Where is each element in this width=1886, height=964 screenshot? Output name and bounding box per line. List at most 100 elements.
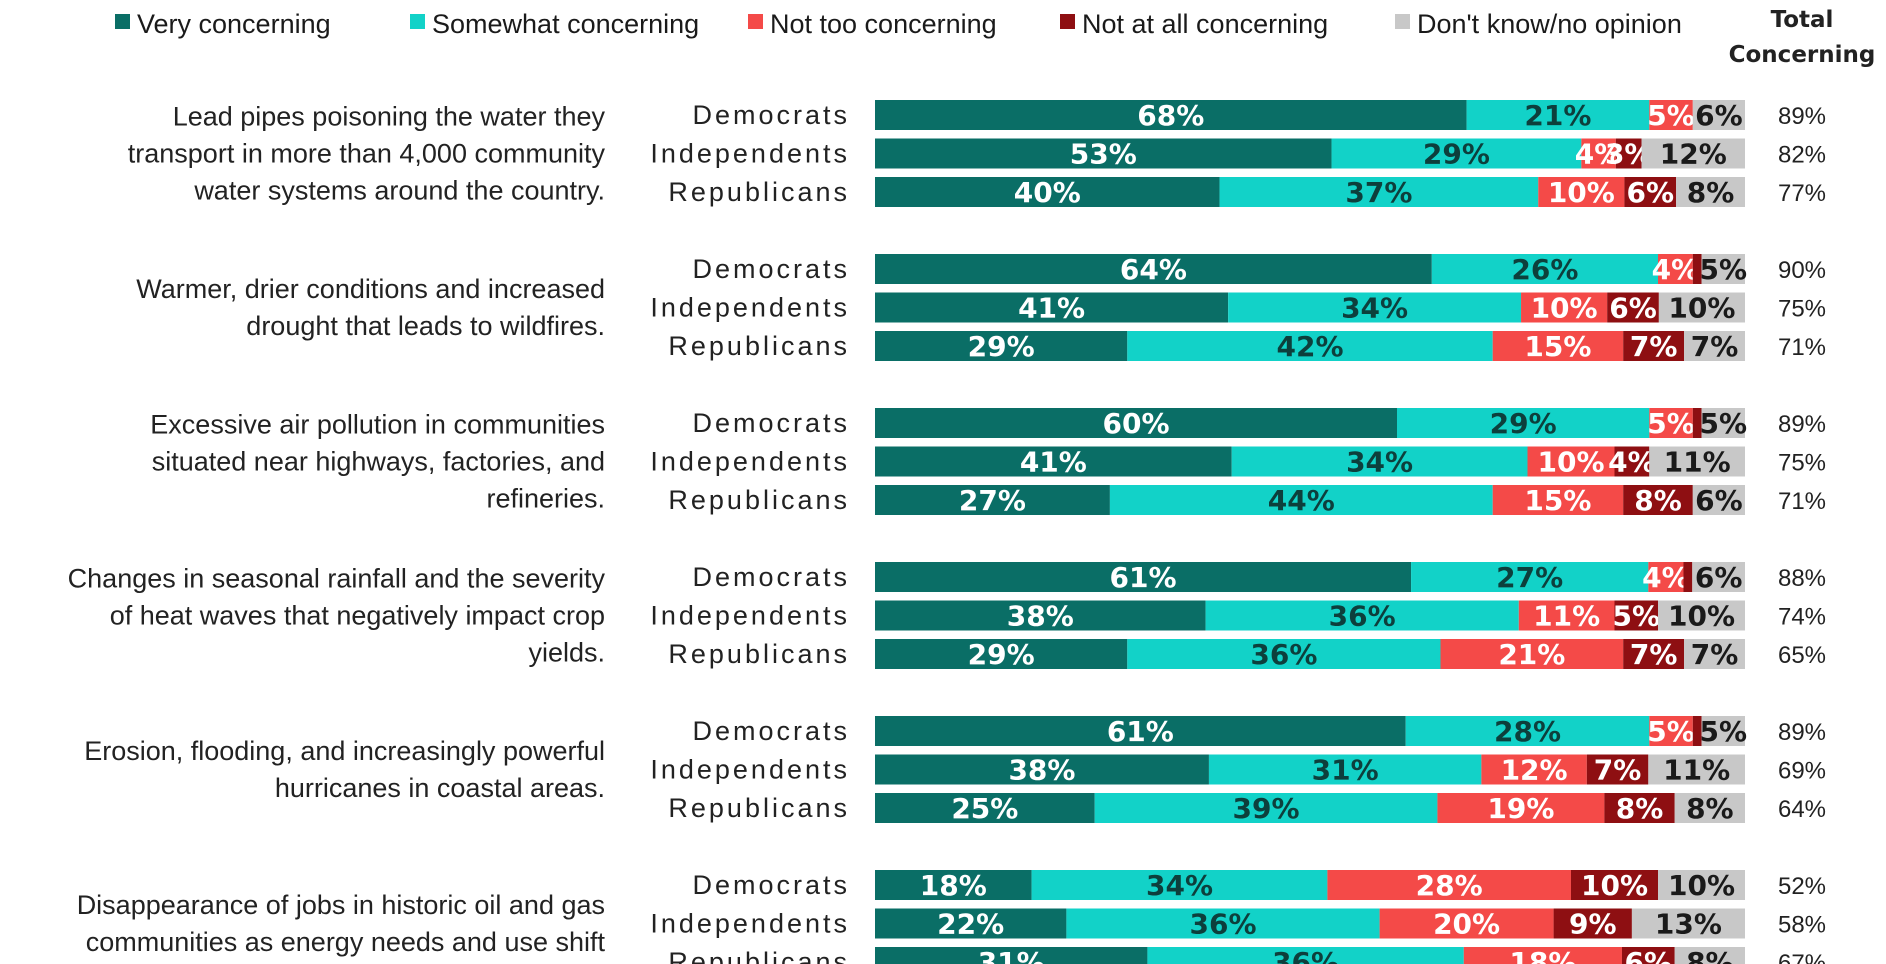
question-label: Warmer, drier conditions and increased — [136, 274, 605, 304]
bar-row: Republicans 31% 36% 18% 6% 8% 67% — [668, 946, 1826, 964]
bar-row: Independents 22% 36% 20% 9% 13% 58% — [650, 908, 1826, 941]
data-label: 34% — [1341, 292, 1408, 325]
question-label: transport in more than 4,000 community — [128, 139, 606, 169]
data-label: 36% — [1250, 638, 1317, 671]
legend-swatch — [1060, 14, 1075, 29]
total-concerning-value: 75% — [1778, 296, 1826, 323]
bar-segment — [1607, 292, 1659, 323]
bar-segment — [875, 408, 1397, 438]
question-group: Erosion, flooding, and increasingly powe… — [84, 715, 1826, 825]
bar-segment — [1205, 600, 1519, 631]
bar-segment — [1411, 562, 1649, 592]
question-label: water systems around the country. — [193, 176, 605, 206]
bar-segment — [1331, 138, 1582, 169]
data-label: 34% — [1346, 446, 1413, 479]
bar-segment — [1641, 138, 1745, 169]
total-concerning-value: 64% — [1778, 796, 1826, 823]
data-label: 18% — [1509, 946, 1576, 964]
bar-segment — [1571, 870, 1658, 900]
data-label: 8% — [1634, 484, 1682, 517]
data-label: 5% — [1699, 407, 1747, 440]
bar-segment — [1692, 254, 1702, 284]
data-label: 60% — [1102, 407, 1169, 440]
question-group: Changes in seasonal rainfall and the sev… — [68, 561, 1826, 671]
bar-row: Independents 38% 36% 11% 5% 10% 74% — [650, 600, 1826, 633]
bar-segment — [1684, 639, 1745, 669]
question-label: situated near highways, factories, and — [152, 447, 605, 477]
total-concerning-value: 71% — [1778, 334, 1826, 361]
bar-segment — [1692, 100, 1745, 130]
party-label: Democrats — [692, 408, 850, 438]
bar-segment — [1466, 100, 1650, 130]
party-label: Republicans — [668, 793, 850, 823]
bar-row: Independents 38% 31% 12% 7% 11% 69% — [650, 754, 1826, 787]
bar-segment — [1518, 600, 1615, 631]
total-concerning-value: 90% — [1778, 257, 1826, 284]
bar-segment — [1649, 408, 1693, 438]
party-label: Democrats — [692, 716, 850, 746]
legend-label: Not too concerning — [770, 9, 997, 39]
bar-segment — [1604, 793, 1675, 823]
question-group: Excessive air pollution in communities si… — [150, 407, 1826, 517]
data-label: 39% — [1233, 792, 1300, 825]
data-label: 21% — [1524, 99, 1591, 132]
data-label: 10% — [1581, 869, 1648, 902]
data-label: 4% — [1608, 446, 1656, 479]
bar-segment — [1692, 716, 1702, 746]
legend-label: Somewhat concerning — [432, 9, 699, 39]
data-label: 15% — [1524, 484, 1591, 517]
data-label: 29% — [968, 330, 1035, 363]
bar-segment — [1692, 408, 1702, 438]
bar-segment — [1631, 908, 1745, 939]
bar-segment — [1586, 754, 1649, 785]
bar-segment — [1440, 639, 1624, 669]
total-concerning-value: 74% — [1778, 604, 1826, 631]
bar-row: Independents 41% 34% 10% 6% 10% 75% — [650, 292, 1826, 325]
data-label: 5% — [1699, 253, 1747, 286]
total-concerning-value: 75% — [1778, 450, 1826, 477]
bar-segment — [1581, 138, 1616, 169]
party-label: Republicans — [668, 177, 850, 207]
question-group: Lead pipes poisoning the water they trans… — [128, 99, 1826, 209]
legend-swatch — [1395, 14, 1410, 29]
bar-segment — [1614, 600, 1658, 631]
bar-segment — [1649, 716, 1693, 746]
data-label: 6% — [1625, 946, 1673, 964]
data-label: 15% — [1524, 330, 1591, 363]
bar-segment — [1674, 947, 1745, 964]
legend-item: Very concerning — [115, 9, 331, 39]
data-label: 36% — [1189, 908, 1256, 941]
bar-segment — [1379, 908, 1554, 939]
data-label: 8% — [1687, 176, 1735, 209]
bar-segment — [875, 100, 1467, 130]
bar-segment — [1621, 947, 1675, 964]
legend-item: Not too concerning — [748, 9, 997, 39]
bar-row: Republicans 29% 42% 15% 7% 7% 71% — [668, 330, 1826, 363]
data-label: 6% — [1695, 484, 1743, 517]
bar-row: Independents 41% 34% 10% 4% 11% 75% — [650, 446, 1826, 479]
party-label: Republicans — [668, 331, 850, 361]
data-label: 6% — [1695, 99, 1743, 132]
data-label: 8% — [1686, 792, 1734, 825]
data-label: 68% — [1137, 99, 1204, 132]
total-concerning-value: 52% — [1778, 873, 1826, 900]
bar-segment — [1553, 908, 1632, 939]
bar-segment — [1066, 908, 1380, 939]
data-label: 61% — [1110, 561, 1177, 594]
bar-row: Independents 53% 29% 4%3% 12% 82% — [650, 138, 1826, 171]
bar-segment — [1527, 446, 1615, 477]
data-label: 31% — [1312, 754, 1379, 787]
bar-segment — [1492, 331, 1624, 361]
data-label: 38% — [1007, 600, 1074, 633]
data-label: 10% — [1668, 869, 1735, 902]
bar-segment — [1094, 793, 1438, 823]
bar-segment — [1674, 793, 1745, 823]
total-header-line1: Total — [1771, 7, 1834, 33]
party-label: Democrats — [692, 254, 850, 284]
data-label: 10% — [1548, 176, 1615, 209]
bar-segment — [1658, 292, 1745, 323]
legend-label: Not at all concerning — [1082, 9, 1328, 39]
bar-segment — [1683, 562, 1693, 592]
data-label: 53% — [1070, 138, 1137, 171]
